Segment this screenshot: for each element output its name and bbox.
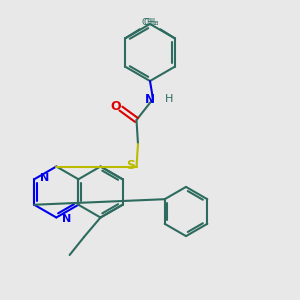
Text: S: S bbox=[126, 159, 135, 172]
Text: N: N bbox=[40, 173, 49, 183]
Text: CH₃: CH₃ bbox=[143, 18, 159, 27]
Text: CH₃: CH₃ bbox=[141, 18, 157, 27]
Text: N: N bbox=[62, 214, 71, 224]
Text: N: N bbox=[145, 92, 155, 106]
Text: O: O bbox=[110, 100, 121, 113]
Text: H: H bbox=[165, 94, 173, 104]
